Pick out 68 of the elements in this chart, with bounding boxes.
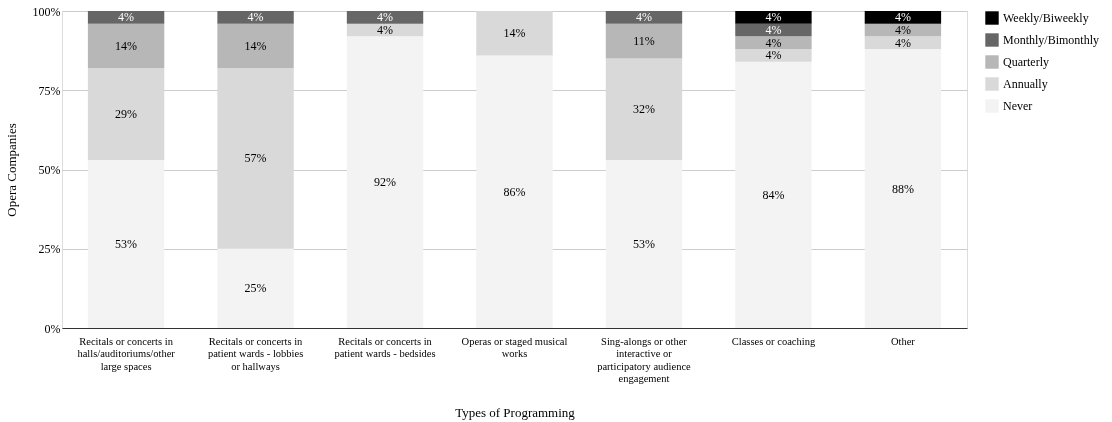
legend-label: Never [1003,99,1033,113]
bar [735,36,812,50]
bar [476,55,553,328]
data-label: 29% [115,107,138,122]
legend-label: Annually [1003,77,1048,91]
data-label: 53% [632,236,655,251]
bar [864,49,942,328]
bar [735,61,812,328]
data-label: 11% [633,34,655,49]
bar [217,248,294,328]
x-axis-title: Types of Programming [455,404,576,420]
bar [605,11,683,24]
y-axis-title: Opera Companies [3,123,19,217]
bar [217,11,294,24]
x-tick-label: Other [890,335,916,347]
bar [864,11,942,24]
bar [735,11,812,24]
data-label: 86% [503,184,526,199]
y-tick-label: 25% [38,242,61,257]
data-label: 57% [244,151,267,166]
data-label: 4% [118,10,135,25]
bar [735,49,812,62]
data-label: 53% [115,236,138,251]
bar [87,159,165,328]
x-tick-label: Sing-alongs or other interactive or participatory audience engagement [597,335,692,384]
legend-label: Quarterly [1003,55,1049,69]
data-label: 4% [247,10,264,25]
x-tick-label: Recitals or concerts in halls/auditoriums/other large spaces [77,335,176,372]
data-label: 4% [894,10,911,25]
bar [476,11,553,56]
y-tick-label: 0% [44,321,61,336]
bar [605,58,683,160]
data-label: 14% [503,26,526,41]
data-label: 4% [635,10,652,25]
data-label: 32% [632,102,655,117]
legend-label: Weekly/Biweekly [1003,11,1089,25]
x-tick-label: Classes or coaching [731,335,816,347]
bar [217,68,294,249]
data-label: 4% [765,10,782,25]
x-tick-label: Recitals or concerts in patient wards - bedsides [334,335,436,359]
bar [864,36,942,50]
data-label: 4% [377,23,394,38]
data-label: 14% [244,38,267,53]
bar [87,11,165,24]
bar [605,159,683,328]
legend-label: Monthly/Bimonthly [1003,33,1100,47]
data-label: 4% [894,35,911,50]
bar [217,23,294,69]
data-label: 14% [115,38,138,53]
bar [87,68,165,160]
y-tick-label: 100% [32,4,61,19]
data-label: 4% [765,48,782,63]
data-label: 4% [765,35,782,50]
data-label: 4% [894,23,911,38]
x-tick-label: Operas or staged musical works [461,335,568,359]
bar [346,36,424,328]
bar [87,23,165,69]
data-label: 84% [762,187,785,202]
data-label: 92% [374,175,397,190]
data-label: 88% [891,181,914,196]
data-label: 4% [765,23,782,38]
bar [605,23,683,59]
bar [346,11,424,24]
data-label: 4% [377,10,394,25]
x-tick-label: Recitals or concerts in patient wards - lobbies or hallways [207,335,304,372]
y-tick-label: 75% [38,83,61,98]
y-tick-label: 50% [38,163,61,177]
data-label: 25% [244,281,267,296]
